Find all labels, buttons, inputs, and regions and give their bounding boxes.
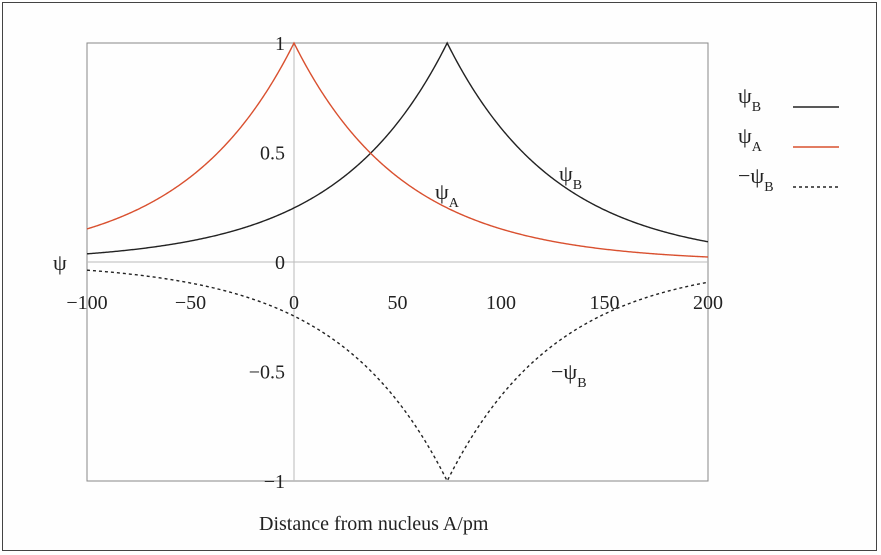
legend-label: ψB	[738, 83, 761, 115]
y-tick-label: −1	[264, 471, 285, 493]
x-tick-label: 50	[388, 292, 408, 314]
x-axis-label: Distance from nucleus A/pm	[259, 513, 489, 535]
x-tick-label: 100	[486, 292, 516, 314]
legend-label: ψA	[738, 123, 763, 155]
legend: ψB ψA −ψB	[738, 83, 839, 195]
y-tick-label: 0	[275, 252, 285, 274]
x-tick-label: 150	[590, 292, 620, 314]
series-curves	[86, 41, 709, 483]
legend-label: −ψB	[738, 163, 774, 195]
x-tick-label: −50	[175, 292, 206, 314]
y-tick-label: −0.5	[249, 362, 285, 384]
series-line-psi-a	[86, 41, 709, 258]
y-tick-label: 0.5	[260, 143, 285, 165]
series-line-psi-b	[86, 41, 709, 255]
curve-label: ψA	[435, 179, 460, 211]
x-tick-label: 0	[289, 292, 299, 314]
curve-labels: ψA ψB −ψB	[435, 161, 587, 391]
x-tick-label: −100	[66, 292, 107, 314]
y-axis-label: ψ	[53, 250, 67, 275]
y-tick-label: 1	[275, 33, 285, 55]
x-tick-label: 200	[693, 292, 723, 314]
curve-label: ψB	[559, 161, 582, 193]
wavefunction-chart: −100 −50 0 50 100 150 200 −1 −0.5 0 0.5 1 ψA ψB −ψB ψ…	[53, 33, 839, 535]
curve-label: −ψB	[551, 359, 587, 391]
series-line-neg-psi-b	[86, 269, 709, 483]
axis-ticks: −100 −50 0 50 100 150 200 −1 −0.5 0 0.5 1	[66, 33, 723, 493]
